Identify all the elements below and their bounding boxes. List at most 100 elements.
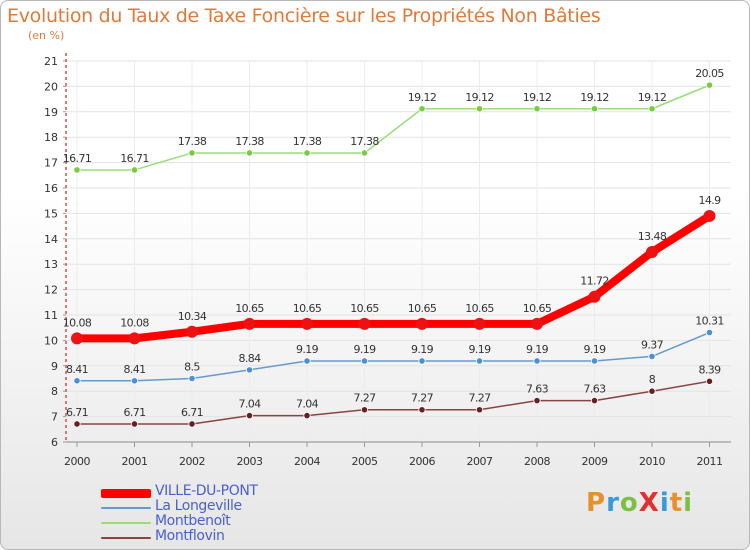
data-point xyxy=(358,317,371,330)
data-point xyxy=(648,352,656,361)
data-point xyxy=(590,396,599,405)
x-tick-label: 2005 xyxy=(352,455,378,468)
chart-subtitle: (en %) xyxy=(28,29,65,42)
data-label: 8.39 xyxy=(698,363,721,376)
legend-label-la-longeville: La Longeville xyxy=(155,498,242,514)
data-point xyxy=(128,332,141,345)
data-point xyxy=(188,420,196,428)
data-label: 9.19 xyxy=(296,343,319,356)
y-tick-label: 19 xyxy=(44,106,58,119)
logo-letter: t xyxy=(669,488,684,518)
x-tick-label: 2004 xyxy=(294,455,320,468)
legend-label-montbenoit: Montbenoît xyxy=(155,513,231,529)
data-label: 6.71 xyxy=(66,406,88,419)
x-tick-label: 2007 xyxy=(467,455,493,468)
legend-item-la-longeville: La Longeville xyxy=(101,498,421,516)
data-point xyxy=(360,149,369,157)
data-point xyxy=(245,149,254,157)
data-label: 7.27 xyxy=(468,392,491,405)
y-tick-label: 9 xyxy=(51,360,58,373)
data-point xyxy=(648,387,656,395)
data-point xyxy=(705,328,714,337)
data-label: 17.38 xyxy=(178,135,207,148)
x-tick-label: 2000 xyxy=(64,455,90,468)
y-tick-label: 15 xyxy=(44,207,58,220)
data-label: 9.19 xyxy=(353,343,376,356)
data-label: 10.65 xyxy=(523,302,552,315)
series-line xyxy=(76,84,711,171)
data-label: 16.71 xyxy=(120,152,149,165)
data-label: 17.38 xyxy=(350,135,379,148)
x-tick-label: 2003 xyxy=(237,455,263,468)
data-label: 8.5 xyxy=(184,361,200,374)
data-point xyxy=(473,317,486,330)
data-label: 10.65 xyxy=(408,302,437,315)
data-label: 7.63 xyxy=(526,383,549,396)
data-point xyxy=(186,325,198,338)
proxiti-logo: ProXiti xyxy=(586,488,693,518)
data-label: 9.19 xyxy=(526,343,549,356)
x-tick-label: 2006 xyxy=(409,455,435,468)
x-tick-label: 2008 xyxy=(524,455,550,468)
data-label: 7.04 xyxy=(296,398,319,411)
data-point xyxy=(418,406,426,414)
data-label: 17.38 xyxy=(235,135,264,148)
data-label: 8.84 xyxy=(238,352,261,365)
data-label: 7.63 xyxy=(583,383,606,396)
data-label: 17.38 xyxy=(293,135,322,148)
data-label: 19.12 xyxy=(408,91,437,104)
data-label: 6.71 xyxy=(181,406,203,419)
data-point xyxy=(418,357,426,365)
data-point xyxy=(73,420,81,428)
data-label: 9.19 xyxy=(583,343,606,356)
data-point xyxy=(303,149,311,157)
y-tick-label: 11 xyxy=(44,309,58,322)
data-label: 10.65 xyxy=(293,302,322,315)
legend-swatch-montflovin xyxy=(101,537,151,539)
data-label: 9.37 xyxy=(641,338,664,351)
legend-swatch-ville-du-pont xyxy=(101,489,151,498)
series-line xyxy=(73,211,714,343)
data-label: 19.12 xyxy=(465,91,494,104)
data-label: 20.05 xyxy=(695,67,724,80)
data-label: 9.19 xyxy=(468,343,491,356)
y-tick-label: 12 xyxy=(44,284,58,297)
logo-letter: P xyxy=(586,488,607,518)
data-label: 8.41 xyxy=(66,363,88,376)
logo-letter: i xyxy=(659,488,670,518)
data-label: 19.12 xyxy=(638,91,667,104)
series-line xyxy=(76,331,711,382)
data-point xyxy=(646,246,658,259)
data-label: 10.65 xyxy=(235,302,264,315)
y-tick-label: 13 xyxy=(44,258,58,271)
logo-letter: o xyxy=(619,488,639,518)
data-point xyxy=(188,149,196,157)
y-tick-label: 16 xyxy=(44,182,58,195)
data-label: 10.08 xyxy=(120,316,149,329)
data-label: 7.04 xyxy=(238,398,261,411)
x-tick-label: 2001 xyxy=(122,455,148,468)
data-point xyxy=(533,396,541,405)
data-point xyxy=(73,377,81,385)
y-tick-label: 7 xyxy=(51,411,58,424)
y-tick-label: 6 xyxy=(51,436,58,449)
data-point xyxy=(245,366,254,374)
data-point xyxy=(418,105,426,113)
data-label: 14.9 xyxy=(698,194,721,207)
data-point xyxy=(475,357,484,365)
data-point xyxy=(245,411,254,420)
data-point xyxy=(705,81,714,89)
data-point xyxy=(188,374,196,383)
y-tick-label: 18 xyxy=(44,131,58,144)
data-point xyxy=(130,166,139,174)
legend-label-montflovin: Montflovin xyxy=(155,528,225,544)
data-point xyxy=(130,420,139,428)
data-label: 6.71 xyxy=(123,406,145,419)
data-label: 19.12 xyxy=(580,91,609,104)
data-point xyxy=(533,357,541,365)
y-tick-label: 17 xyxy=(44,157,58,170)
data-point xyxy=(360,357,369,365)
data-label: 10.65 xyxy=(465,302,494,315)
data-label: 11.72 xyxy=(580,275,609,288)
